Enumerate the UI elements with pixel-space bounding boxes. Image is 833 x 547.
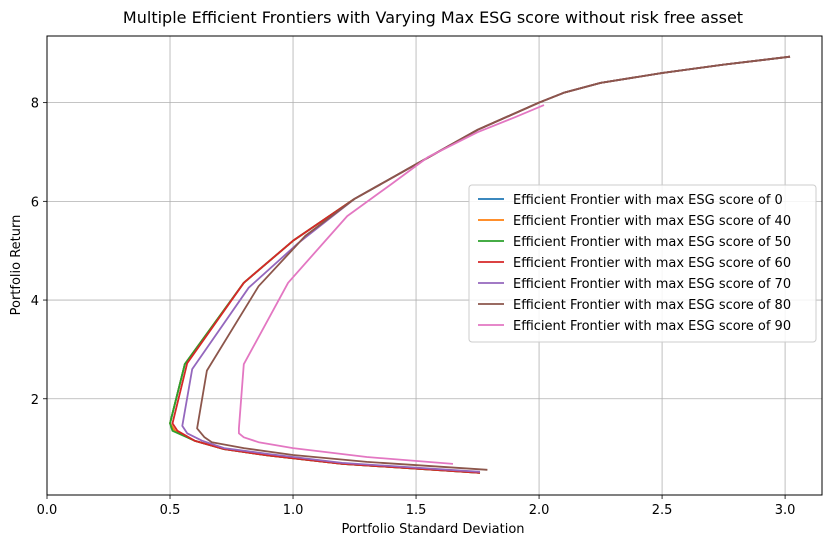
x-tick-label: 0.0 [37,503,58,518]
x-tick-label: 2.0 [529,503,550,518]
y-tick-label: 8 [31,97,39,112]
series-line-6 [237,104,545,465]
x-tick-label: 3.0 [775,503,796,518]
series-line-5 [196,55,791,471]
x-tick-label: 1.5 [406,503,427,518]
x-axis-title: Portfolio Standard Deviation [341,522,524,537]
x-tick-label: 2.5 [652,503,673,518]
legend-label-4: Efficient Frontier with max ESG score of… [513,277,791,292]
legend-label-6: Efficient Frontier with max ESG score of… [513,319,791,334]
y-tick-label: 6 [31,195,39,210]
legend: Efficient Frontier with max ESG score of… [468,184,817,343]
legend-label-3: Efficient Frontier with max ESG score of… [513,256,791,271]
legend-label-2: Efficient Frontier with max ESG score of… [513,235,791,250]
legend-label-0: Efficient Frontier with max ESG score of… [513,193,783,208]
y-axis-title: Portfolio Return [9,215,24,316]
legend-label-5: Efficient Frontier with max ESG score of… [513,298,791,313]
x-tick-label: 0.5 [160,503,181,518]
y-tick-label: 2 [31,393,39,408]
ticks: 0.0 0.5 1.0 1.5 2.0 2.5 3.0 2 4 6 8 [31,97,796,518]
legend-box [468,184,817,343]
legend-label-1: Efficient Frontier with max ESG score of… [513,214,791,229]
series-layer [169,55,791,474]
chart-title: Multiple Efficient Frontiers with Varyin… [123,8,743,27]
plot-frame [46,35,823,496]
x-tick-label: 1.0 [283,503,304,518]
y-tick-label: 4 [31,294,39,309]
